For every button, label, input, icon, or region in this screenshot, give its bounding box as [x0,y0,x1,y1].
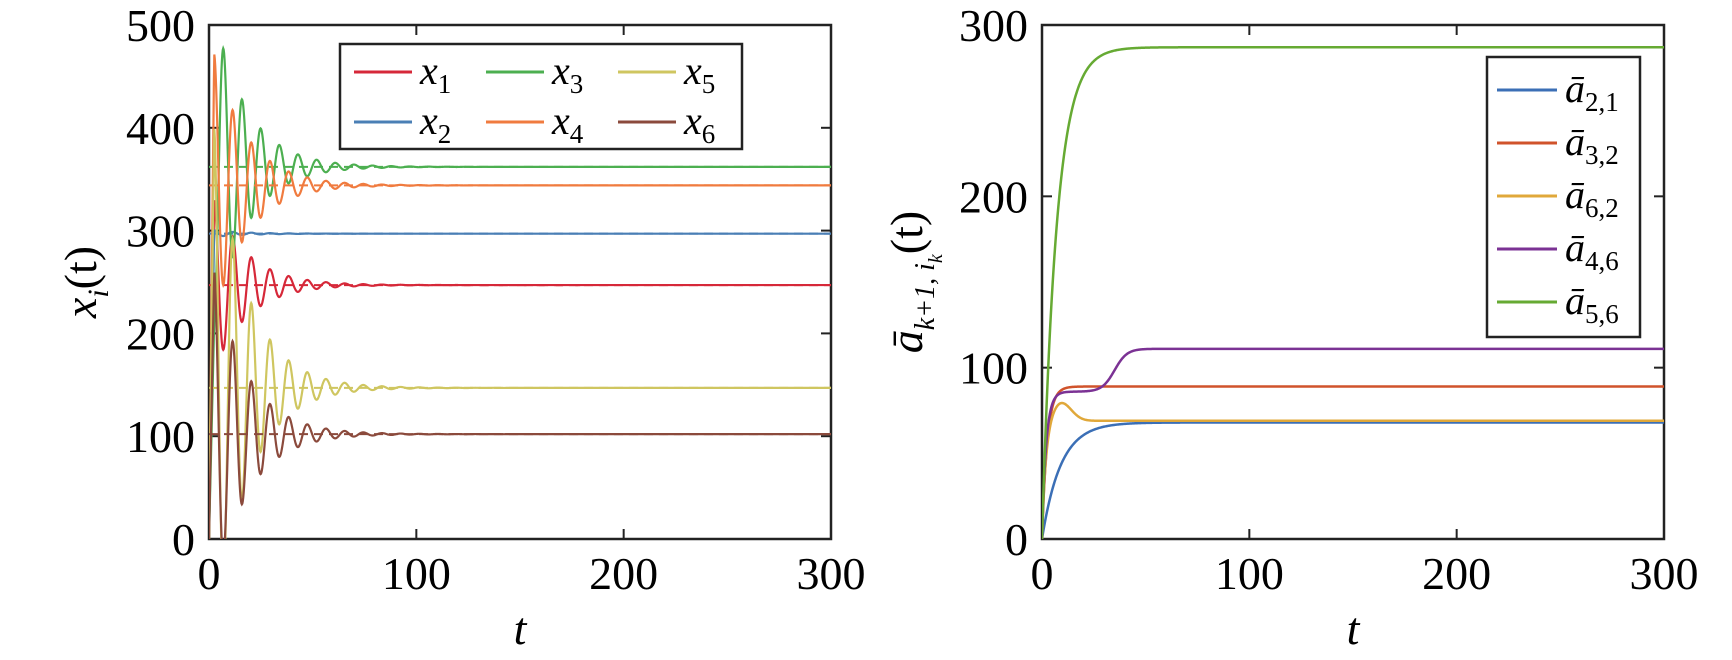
y-tick-label: 100 [959,343,1028,394]
x-tick-label: 300 [797,548,866,599]
series-line-x1 [209,200,831,539]
x-tick-label: 300 [1630,548,1699,599]
legend-entry-x4: x4 [551,98,584,149]
x-axis-label: t [1347,603,1361,654]
series-group [209,45,831,539]
x-tick-label: 200 [589,548,658,599]
x-tick-label: 0 [198,548,221,599]
chart-right: 0 100 200 300 0 100 200 300 t āk+1, ik(t) ā2,1ā3,2… [881,0,1699,654]
y-tick-label: 400 [126,103,195,154]
series-line-x6 [209,272,831,539]
series-line-a5-6 [1042,46,1664,539]
series-line-x3 [209,45,831,539]
series-line-a2-1 [1042,421,1664,539]
series-line-a6-2 [1042,401,1664,539]
plot-frame [1040,23,1666,541]
legend: ā2,1ā3,2ā6,2ā4,6ā5,6 [1485,55,1642,339]
x-tick-label: 100 [382,548,451,599]
series-line-x5 [209,129,831,539]
series-line-a4-6 [1042,347,1664,539]
y-tick-label: 100 [126,411,195,462]
legend-entry-x6: x6 [683,98,715,149]
x-tick-label: 0 [1031,548,1054,599]
series-line-a3-2 [1042,385,1664,539]
y-tick-label: 500 [126,0,195,51]
legend-entry-x1: x1 [419,48,451,99]
legend-entry-a5-6: ā5,6 [1565,278,1619,329]
legend-entry-a3-2: ā3,2 [1565,119,1619,170]
legend-box [338,42,744,151]
legend-entry-a4-6: ā4,6 [1565,225,1619,276]
y-tick-label: 200 [959,171,1028,222]
series-group [1042,46,1664,539]
x-tick-label: 200 [1422,548,1491,599]
y-tick-label: 200 [126,308,195,359]
legend-entry-x2: x2 [419,98,451,149]
plot-frame [207,23,833,541]
y-tick-label: 300 [126,206,195,257]
y-tick-label: 0 [172,514,195,565]
y-tick-label: 300 [959,0,1028,51]
legend-entry-a2-1: ā2,1 [1565,66,1619,117]
series-line-x2 [209,229,831,539]
legend-entry-a6-2: ā6,2 [1565,172,1619,223]
y-axis-label: xi(t) [55,246,115,319]
x-axis-label: t [514,603,528,654]
series-line-x4 [209,54,831,539]
y-tick-label: 0 [1005,514,1028,565]
legend-entry-x5: x5 [683,48,715,99]
x-tick-label: 100 [1215,548,1284,599]
legend-entry-x3: x3 [551,48,583,99]
y-axis-label: āk+1, ik(t) [881,211,947,353]
